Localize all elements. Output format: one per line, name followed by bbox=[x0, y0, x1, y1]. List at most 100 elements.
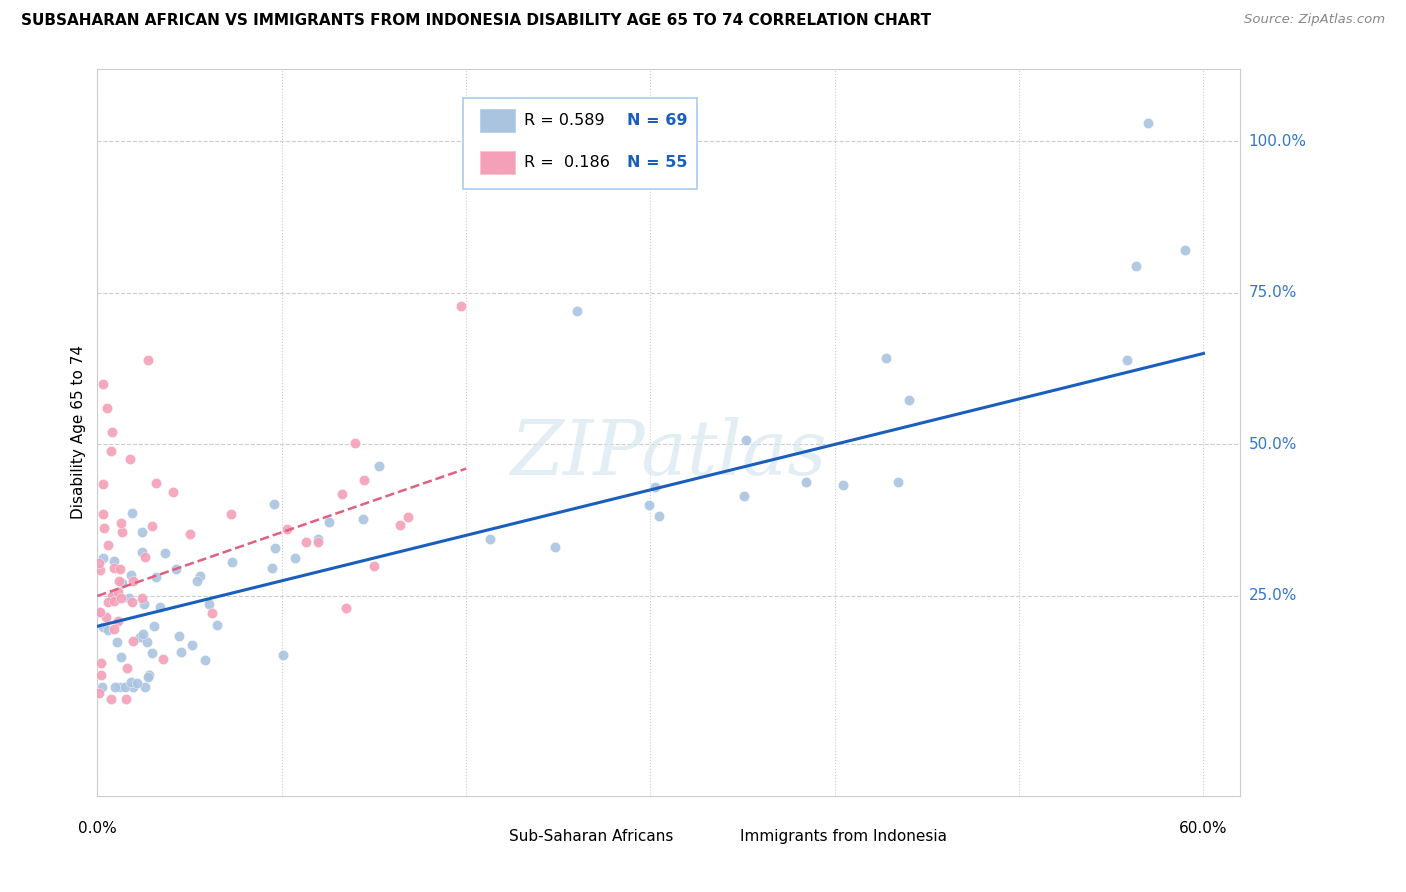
Point bbox=[284, 551, 307, 566]
Point bbox=[450, 299, 472, 313]
Point bbox=[89, 556, 111, 570]
Point bbox=[194, 653, 217, 667]
Point bbox=[335, 600, 357, 615]
Text: 60.0%: 60.0% bbox=[1180, 821, 1227, 836]
Text: ZIPatlas: ZIPatlas bbox=[510, 417, 827, 491]
Point bbox=[101, 425, 124, 440]
Point bbox=[97, 538, 120, 552]
Point bbox=[145, 475, 167, 490]
Point bbox=[91, 477, 114, 491]
Point bbox=[107, 585, 129, 599]
Point bbox=[91, 551, 114, 566]
Point bbox=[644, 480, 666, 494]
Point bbox=[122, 634, 145, 648]
Point bbox=[134, 680, 156, 694]
Point bbox=[898, 392, 921, 407]
Point bbox=[396, 510, 419, 524]
Point bbox=[145, 570, 167, 584]
Point bbox=[141, 518, 163, 533]
Point bbox=[115, 692, 138, 706]
Point bbox=[875, 351, 897, 365]
Point bbox=[141, 646, 163, 660]
Point bbox=[152, 652, 174, 666]
Text: N = 55: N = 55 bbox=[627, 155, 688, 169]
Bar bbox=[481, 109, 515, 132]
Point bbox=[794, 475, 817, 490]
Point bbox=[276, 522, 298, 536]
Point bbox=[198, 597, 221, 611]
Point bbox=[734, 433, 756, 447]
Point bbox=[153, 546, 176, 560]
Point bbox=[101, 590, 124, 604]
Point bbox=[221, 555, 243, 569]
Point bbox=[97, 595, 120, 609]
Point bbox=[108, 562, 131, 576]
Point bbox=[103, 622, 125, 636]
Point bbox=[96, 401, 118, 415]
Point bbox=[121, 506, 143, 520]
Point bbox=[100, 692, 122, 706]
Point bbox=[149, 600, 172, 615]
Point bbox=[1174, 244, 1197, 258]
Point bbox=[118, 591, 141, 605]
Point bbox=[318, 515, 340, 529]
Point bbox=[91, 680, 114, 694]
Point bbox=[1116, 353, 1139, 368]
Point bbox=[94, 610, 117, 624]
Point bbox=[89, 605, 111, 619]
Point bbox=[1125, 259, 1147, 273]
Point bbox=[179, 527, 201, 541]
Point bbox=[170, 645, 193, 659]
Point bbox=[136, 634, 159, 648]
Point bbox=[125, 676, 148, 690]
Point bbox=[307, 534, 329, 549]
FancyBboxPatch shape bbox=[463, 97, 697, 188]
Point bbox=[90, 667, 112, 681]
Point bbox=[107, 614, 129, 628]
Point bbox=[103, 594, 125, 608]
Point bbox=[105, 635, 128, 649]
Text: Sub-Saharan Africans: Sub-Saharan Africans bbox=[509, 829, 673, 844]
Point bbox=[131, 627, 153, 641]
Point bbox=[111, 576, 134, 591]
Text: 50.0%: 50.0% bbox=[1249, 437, 1296, 452]
Point bbox=[388, 517, 411, 532]
Point bbox=[110, 650, 132, 665]
Point bbox=[207, 617, 229, 632]
Point bbox=[120, 567, 142, 582]
Point bbox=[93, 521, 115, 535]
Point bbox=[129, 631, 152, 645]
Point bbox=[115, 661, 138, 675]
Point bbox=[97, 623, 120, 637]
Point bbox=[110, 680, 132, 694]
Point bbox=[544, 540, 567, 554]
Point bbox=[260, 561, 283, 575]
Text: 0.0%: 0.0% bbox=[77, 821, 117, 836]
Point bbox=[103, 561, 125, 575]
Point bbox=[132, 597, 155, 611]
Point bbox=[131, 524, 153, 539]
Point bbox=[188, 569, 211, 583]
Point bbox=[111, 524, 134, 539]
Point bbox=[100, 443, 122, 458]
Text: Source: ZipAtlas.com: Source: ZipAtlas.com bbox=[1244, 13, 1385, 27]
Bar bbox=[481, 829, 505, 845]
Point bbox=[89, 563, 111, 577]
Point bbox=[367, 458, 389, 473]
Point bbox=[110, 591, 132, 605]
Point bbox=[186, 574, 208, 588]
Point bbox=[90, 656, 112, 670]
Point bbox=[91, 376, 114, 391]
Point bbox=[263, 541, 285, 556]
Point bbox=[121, 675, 143, 690]
Point bbox=[121, 680, 143, 694]
Point bbox=[637, 498, 659, 512]
Point bbox=[271, 648, 294, 662]
Point bbox=[143, 619, 166, 633]
Point bbox=[103, 554, 125, 568]
Point bbox=[886, 475, 908, 490]
Point bbox=[104, 680, 127, 694]
Point bbox=[101, 589, 124, 603]
Text: 100.0%: 100.0% bbox=[1249, 134, 1306, 149]
Point bbox=[181, 638, 204, 652]
